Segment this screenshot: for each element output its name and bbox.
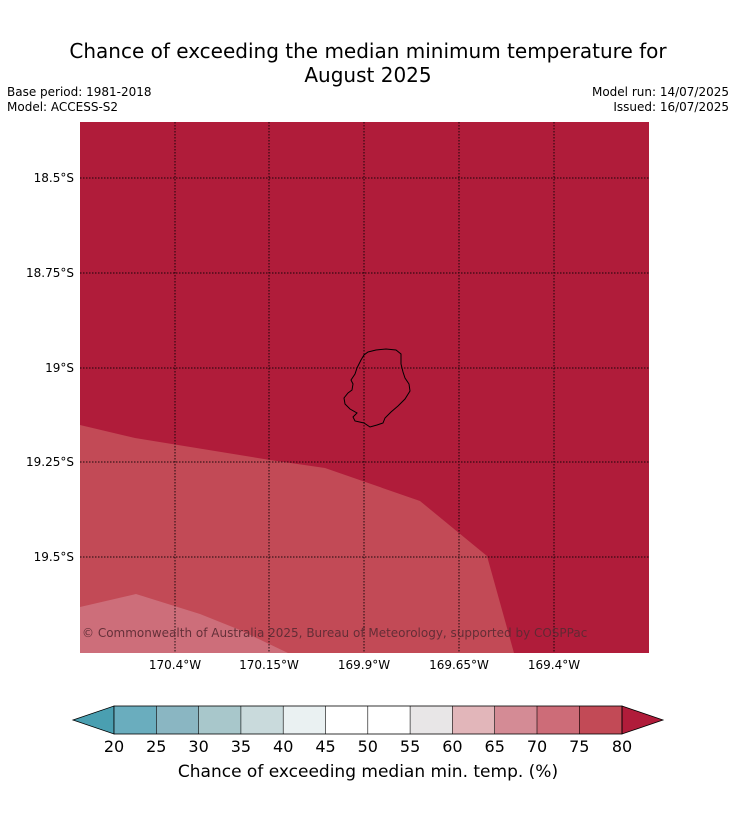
zone-75-80 <box>80 425 514 653</box>
lat-label: 18.5°S <box>33 171 74 185</box>
colorbar-tick: 40 <box>273 737 294 756</box>
colorbar-segment <box>452 706 495 734</box>
colorbar <box>71 705 665 735</box>
colorbar-segment <box>325 706 368 734</box>
lon-label: 170.15°W <box>239 658 299 672</box>
colorbar-segment <box>240 706 284 734</box>
colorbar-segment <box>410 706 453 734</box>
colorbar-tick: 75 <box>569 737 590 756</box>
colorbar-segment <box>367 706 411 734</box>
colorbar-segment <box>537 706 580 734</box>
lat-label: 19.5°S <box>33 550 74 564</box>
meta-right: Model run: 14/07/2025 Issued: 16/07/2025 <box>592 85 729 115</box>
colorbar-tick: 45 <box>315 737 336 756</box>
lat-label: 19°S <box>45 361 74 375</box>
colorbar-tick: 55 <box>399 737 421 756</box>
colorbar-segment <box>198 706 241 734</box>
model-run: Model run: 14/07/2025 <box>591 85 729 99</box>
colorbar-segment <box>156 706 199 734</box>
zone-70-75 <box>80 594 288 653</box>
colorbar-label: Chance of exceeding median min. temp. (%… <box>177 762 559 782</box>
colorbar-segment <box>494 706 537 734</box>
copyright-text: © Commonwealth of Australia 2025, Bureau… <box>82 626 587 640</box>
lat-label: 18.75°S <box>26 266 74 280</box>
colorbar-segment <box>283 706 326 734</box>
graticule <box>80 122 649 653</box>
map-title: Chance of exceeding the median minimum t… <box>0 39 736 87</box>
colorbar-tick: 20 <box>103 737 125 756</box>
lon-label: 169.9°W <box>337 658 391 672</box>
colorbar-tick: 65 <box>484 737 505 756</box>
model-name: Model: ACCESS-S2 <box>7 100 119 114</box>
colorbar-tick: 70 <box>526 737 548 756</box>
colorbar-tick: 60 <box>442 737 463 756</box>
lon-label: 170.4°W <box>148 658 202 672</box>
colorbar-tick: 50 <box>357 737 378 756</box>
base-period: Base period: 1981-2018 <box>7 85 152 99</box>
colorbar-low-arrow <box>71 705 115 735</box>
colorbar-tick: 35 <box>230 737 252 756</box>
colorbar-tick: 25 <box>146 737 167 756</box>
issued-date: Issued: 16/07/2025 <box>613 100 729 114</box>
colorbar-tick: 80 <box>611 737 633 756</box>
title-line-1: Chance of exceeding the median minimum t… <box>69 39 667 63</box>
colorbar-segment <box>579 706 622 734</box>
colorbar-segment <box>114 706 157 734</box>
island-outline <box>343 348 411 428</box>
meta-left: Base period: 1981-2018 Model: ACCESS-S2 <box>7 85 152 115</box>
colorbar-high-arrow <box>621 705 665 735</box>
lon-label: 169.4°W <box>527 658 581 672</box>
lat-label: 19.25°S <box>26 455 74 469</box>
colorbar-tick: 30 <box>188 737 209 756</box>
title-line-2: August 2025 <box>304 63 432 87</box>
lon-label: 169.65°W <box>429 658 489 672</box>
